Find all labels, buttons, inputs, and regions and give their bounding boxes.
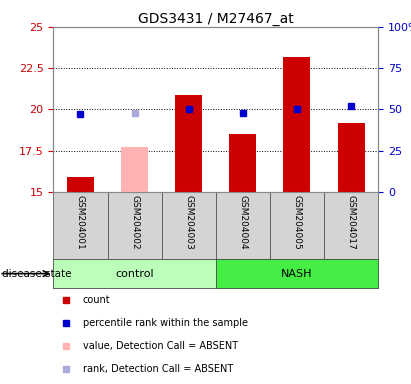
Text: NASH: NASH — [281, 268, 313, 279]
Bar — [108, 192, 162, 259]
Bar — [216, 192, 270, 259]
Bar — [284, 56, 310, 192]
Text: control: control — [115, 268, 154, 279]
Text: GSM204017: GSM204017 — [346, 195, 356, 250]
Bar — [324, 192, 378, 259]
Bar — [270, 192, 324, 259]
Text: GSM204003: GSM204003 — [184, 195, 193, 250]
Bar — [53, 259, 216, 288]
Bar — [53, 192, 108, 259]
Bar — [175, 94, 202, 192]
Bar — [229, 134, 256, 192]
Text: count: count — [83, 295, 110, 305]
Text: value, Detection Call = ABSENT: value, Detection Call = ABSENT — [83, 341, 238, 351]
Bar — [216, 259, 378, 288]
Text: percentile rank within the sample: percentile rank within the sample — [83, 318, 248, 328]
Bar — [67, 177, 94, 192]
Text: GSM204001: GSM204001 — [76, 195, 85, 250]
Text: disease state: disease state — [2, 268, 72, 279]
Text: GSM204005: GSM204005 — [293, 195, 301, 250]
Bar — [162, 192, 216, 259]
Bar — [121, 147, 148, 192]
Bar — [337, 122, 365, 192]
Text: GSM204002: GSM204002 — [130, 195, 139, 250]
Text: rank, Detection Call = ABSENT: rank, Detection Call = ABSENT — [83, 364, 233, 374]
Text: GSM204004: GSM204004 — [238, 195, 247, 250]
Title: GDS3431 / M27467_at: GDS3431 / M27467_at — [138, 12, 293, 26]
